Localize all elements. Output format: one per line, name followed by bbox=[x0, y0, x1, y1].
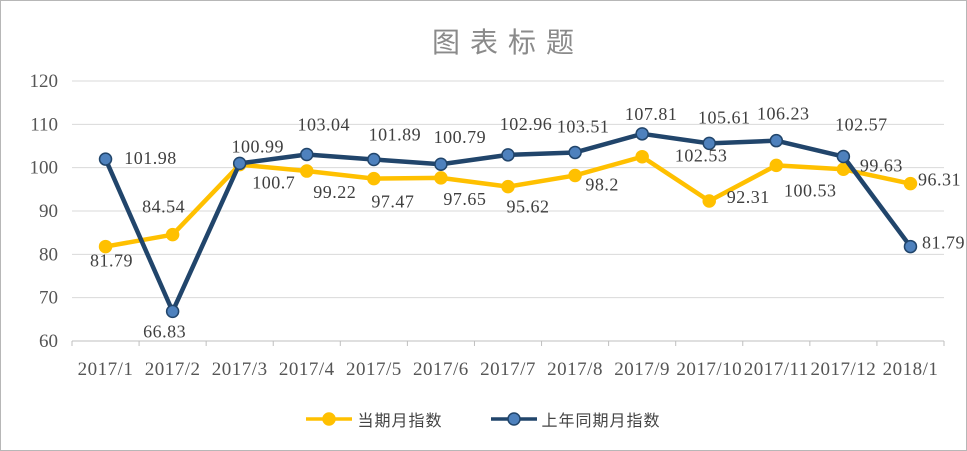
data-point-marker bbox=[702, 136, 716, 151]
data-point-label: 99.63 bbox=[860, 155, 903, 175]
data-point-marker bbox=[903, 239, 918, 254]
legend-line-marker-icon bbox=[490, 412, 537, 426]
data-point-label: 102.57 bbox=[835, 115, 888, 135]
data-point-marker bbox=[836, 149, 851, 164]
x-axis-tick-label: 2017/10 bbox=[676, 359, 742, 380]
x-axis-tick-label: 2017/2 bbox=[145, 359, 201, 380]
data-point-label: 97.65 bbox=[443, 189, 486, 209]
data-point-label: 97.47 bbox=[371, 192, 414, 212]
x-axis-tick-label: 2017/8 bbox=[547, 359, 603, 380]
data-point-label: 66.83 bbox=[143, 321, 186, 341]
data-point-label: 103.51 bbox=[557, 116, 610, 136]
data-point-marker bbox=[165, 304, 180, 319]
legend: 当期月指数 上年同期月指数 bbox=[1, 407, 966, 431]
y-axis-tick-label: 110 bbox=[30, 114, 58, 135]
data-point-label: 95.62 bbox=[507, 197, 550, 217]
data-point-label: 107.81 bbox=[625, 104, 678, 124]
legend-item-current-month-index[interactable]: 当期月指数 bbox=[306, 407, 442, 431]
y-axis-tick-label: 100 bbox=[30, 158, 59, 179]
x-axis-tick-label: 2017/9 bbox=[614, 359, 670, 380]
data-point-marker bbox=[635, 149, 649, 164]
y-axis-tick-label: 90 bbox=[39, 201, 58, 222]
data-point-marker bbox=[501, 148, 515, 162]
x-axis-tick-label: 2017/6 bbox=[413, 359, 469, 380]
x-axis-tick-label: 2017/12 bbox=[810, 359, 876, 380]
data-point-label: 100.79 bbox=[434, 127, 487, 147]
data-point-marker bbox=[635, 127, 649, 141]
x-axis-tick-label: 2017/1 bbox=[78, 359, 134, 380]
data-point-label: 99.22 bbox=[313, 182, 356, 202]
data-point-label: 106.23 bbox=[757, 104, 810, 124]
legend-item-prior-year-month-index[interactable]: 上年同期月指数 bbox=[490, 407, 661, 431]
data-point-marker bbox=[232, 156, 247, 171]
data-point-marker bbox=[568, 168, 582, 183]
y-axis-tick-label: 120 bbox=[30, 71, 59, 92]
data-point-label: 102.53 bbox=[675, 146, 728, 166]
x-axis-tick-label: 2017/3 bbox=[212, 359, 268, 380]
data-point-marker bbox=[300, 147, 314, 162]
data-point-label: 92.31 bbox=[727, 187, 770, 207]
data-point-marker bbox=[434, 157, 448, 171]
data-point-marker bbox=[568, 145, 582, 160]
data-point-marker bbox=[165, 227, 180, 242]
data-point-label: 103.04 bbox=[298, 114, 351, 134]
data-point-label: 98.2 bbox=[585, 174, 619, 194]
y-axis-tick-label: 60 bbox=[39, 331, 58, 352]
data-point-label: 100.53 bbox=[784, 180, 837, 200]
data-point-label: 101.89 bbox=[369, 124, 422, 144]
legend-label-current: 当期月指数 bbox=[357, 413, 443, 430]
data-point-label: 102.96 bbox=[500, 114, 553, 134]
data-point-label: 100.7 bbox=[252, 173, 295, 193]
data-point-marker bbox=[702, 194, 716, 208]
y-axis-tick-label: 70 bbox=[39, 288, 58, 309]
data-point-label: 81.79 bbox=[90, 251, 133, 271]
data-point-marker bbox=[769, 158, 784, 173]
x-axis-tick-label: 2018/1 bbox=[883, 359, 939, 380]
data-point-marker bbox=[98, 239, 113, 254]
legend-line-marker-icon bbox=[306, 412, 353, 426]
chart-title[interactable]: 图表标题 bbox=[431, 28, 584, 59]
data-point-label: 100.99 bbox=[231, 136, 284, 156]
data-point-marker bbox=[367, 171, 381, 186]
data-point-label: 84.54 bbox=[142, 197, 185, 217]
data-point-marker bbox=[367, 152, 381, 167]
data-point-marker bbox=[903, 176, 918, 191]
data-point-label: 105.61 bbox=[698, 107, 751, 127]
data-point-marker bbox=[501, 179, 515, 194]
legend-label-prior-year: 上年同期月指数 bbox=[541, 413, 661, 430]
y-axis-tick-label: 80 bbox=[39, 244, 58, 265]
data-point-marker bbox=[300, 164, 314, 178]
data-point-label: 96.31 bbox=[918, 170, 961, 190]
data-point-marker bbox=[769, 133, 784, 148]
data-point-label: 101.98 bbox=[124, 148, 177, 168]
data-point-marker bbox=[434, 171, 448, 185]
x-axis-tick-label: 2017/11 bbox=[744, 359, 809, 380]
x-axis-tick-label: 2017/4 bbox=[279, 359, 335, 380]
x-axis-tick-label: 2017/7 bbox=[480, 359, 536, 380]
x-axis-tick-label: 2017/5 bbox=[346, 359, 402, 380]
data-point-marker bbox=[98, 152, 113, 166]
data-point-label: 81.79 bbox=[922, 233, 965, 253]
